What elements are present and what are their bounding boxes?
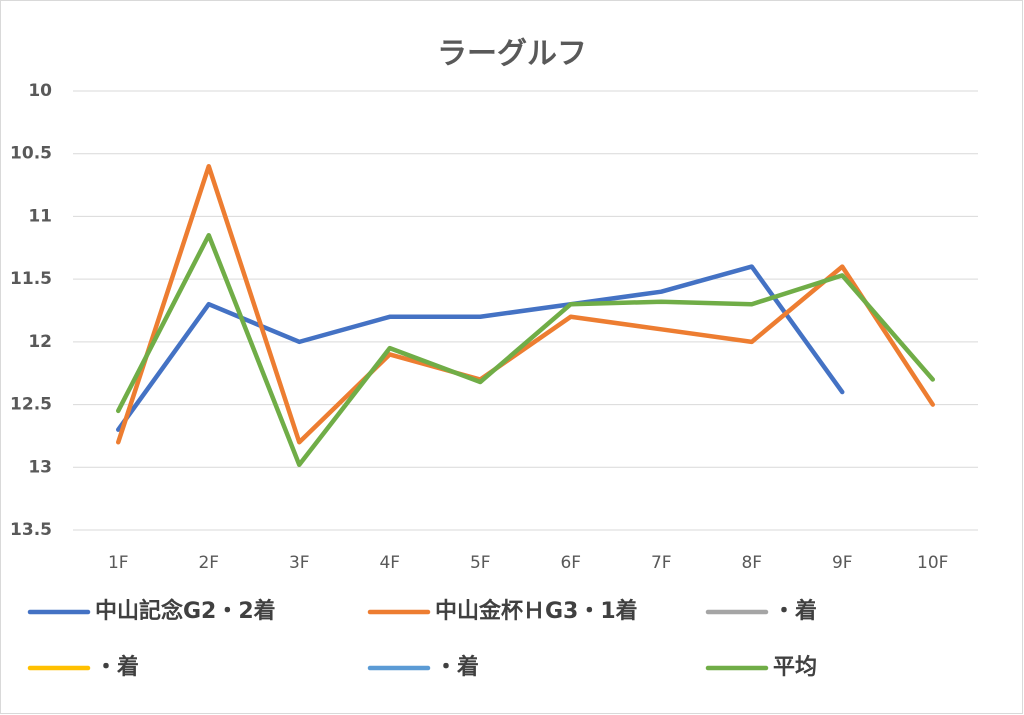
y-tick-label: 10 [28,81,52,101]
y-tick-label: 13.5 [10,520,52,540]
y-tick-label: 10.5 [10,144,52,164]
x-tick-label: 3F [289,553,310,573]
y-tick-label: 12 [28,332,52,352]
legend-label: 中山記念G2・2着 [95,598,276,624]
y-tick-label: 12.5 [10,395,52,415]
series-line [116,164,935,445]
legend-label: ・着 [95,654,139,680]
legend-label: ・着 [773,598,817,624]
x-tick-label: 4F [379,553,400,573]
legend-label: ・着 [435,654,479,680]
x-tick-label: 5F [470,553,491,573]
legend-label: 平均 [773,654,817,680]
x-tick-label: 1F [108,553,129,573]
x-tick-label: 6F [560,553,581,573]
x-tick-label: 7F [651,553,672,573]
y-tick-label: 13 [28,457,52,477]
x-tick-label: 2F [198,553,219,573]
series-line [116,232,935,468]
x-tick-label: 10F [917,553,948,573]
y-tick-label: 11 [28,206,52,226]
y-tick-label: 11.5 [10,269,52,289]
chart-title: ラーグルフ [437,37,587,72]
legend-label: 中山金杯ＨG3・1着 [435,598,638,624]
x-tick-label: 9F [832,553,853,573]
x-tick-label: 8F [741,553,762,573]
